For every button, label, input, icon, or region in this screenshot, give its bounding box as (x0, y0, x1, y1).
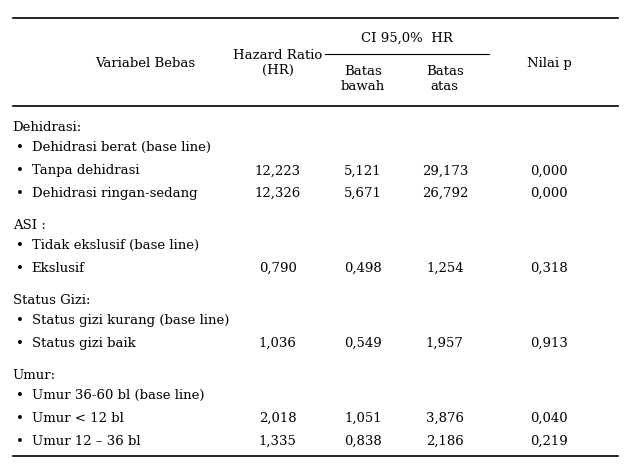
Text: Umur 12 – 36 bl: Umur 12 – 36 bl (32, 434, 140, 447)
Text: 1,051: 1,051 (344, 411, 382, 424)
Text: •: • (16, 238, 23, 252)
Text: Tidak ekslusif (base line): Tidak ekslusif (base line) (32, 238, 199, 252)
Text: Batas
bawah: Batas bawah (341, 65, 385, 92)
Text: •: • (16, 261, 23, 275)
Text: 0,318: 0,318 (530, 261, 568, 275)
Text: Status Gizi:: Status Gizi: (13, 293, 90, 307)
Text: •: • (16, 388, 23, 401)
Text: •: • (16, 411, 23, 424)
Text: Dehidrasi:: Dehidrasi: (13, 121, 82, 134)
Text: •: • (16, 313, 23, 327)
Text: Variabel Bebas: Variabel Bebas (95, 57, 195, 69)
Text: 0,040: 0,040 (530, 411, 568, 424)
Text: 12,223: 12,223 (254, 164, 301, 177)
Text: 0,790: 0,790 (259, 261, 297, 275)
Text: 0,913: 0,913 (530, 336, 568, 349)
Text: Status gizi baik: Status gizi baik (32, 336, 135, 349)
Text: 0,549: 0,549 (344, 336, 382, 349)
Text: Tanpa dehidrasi: Tanpa dehidrasi (32, 164, 139, 177)
Text: 0,838: 0,838 (344, 434, 382, 447)
Text: 1,957: 1,957 (426, 336, 464, 349)
Text: 1,036: 1,036 (259, 336, 297, 349)
Text: 0,498: 0,498 (344, 261, 382, 275)
Text: Umur:: Umur: (13, 368, 56, 381)
Text: 0,000: 0,000 (530, 164, 568, 177)
Text: 0,000: 0,000 (530, 187, 568, 200)
Text: 2,186: 2,186 (426, 434, 464, 447)
Text: ASI :: ASI : (13, 218, 45, 232)
Text: Umur 36-60 bl (base line): Umur 36-60 bl (base line) (32, 388, 204, 401)
Text: 2,018: 2,018 (259, 411, 297, 424)
Text: 1,335: 1,335 (259, 434, 297, 447)
Text: Dehidrasi ringan-sedang: Dehidrasi ringan-sedang (32, 187, 197, 200)
Text: 1,254: 1,254 (426, 261, 464, 275)
Text: 0,219: 0,219 (530, 434, 568, 447)
Text: Nilai p: Nilai p (527, 57, 571, 69)
Text: Dehidrasi berat (base line): Dehidrasi berat (base line) (32, 141, 211, 154)
Text: CI 95,0%  HR: CI 95,0% HR (361, 31, 453, 45)
Text: 29,173: 29,173 (422, 164, 468, 177)
Text: 3,876: 3,876 (426, 411, 464, 424)
Text: •: • (16, 164, 23, 177)
Text: Umur < 12 bl: Umur < 12 bl (32, 411, 124, 424)
Text: Batas
atas: Batas atas (426, 65, 464, 92)
Text: 26,792: 26,792 (422, 187, 468, 200)
Text: Ekslusif: Ekslusif (32, 261, 85, 275)
Text: •: • (16, 187, 23, 200)
Text: Hazard Ratio
(HR): Hazard Ratio (HR) (233, 49, 322, 77)
Text: 5,671: 5,671 (344, 187, 382, 200)
Text: •: • (16, 434, 23, 447)
Text: 12,326: 12,326 (254, 187, 301, 200)
Text: Status gizi kurang (base line): Status gizi kurang (base line) (32, 313, 229, 327)
Text: •: • (16, 141, 23, 154)
Text: 5,121: 5,121 (344, 164, 382, 177)
Text: •: • (16, 336, 23, 349)
